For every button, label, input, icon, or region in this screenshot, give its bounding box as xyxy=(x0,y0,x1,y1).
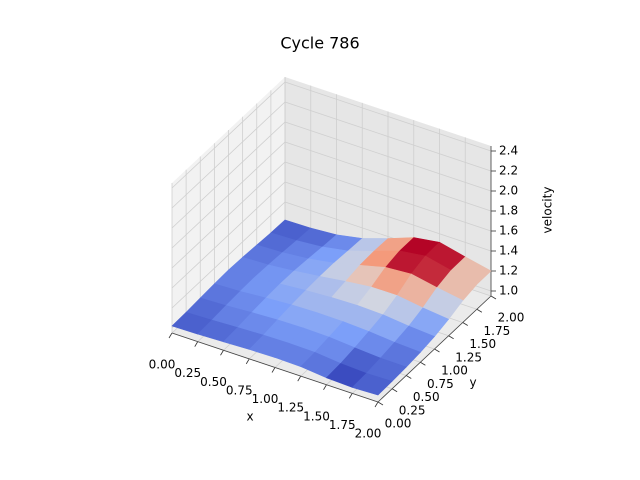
y-tick-label: 0.00 xyxy=(385,417,412,431)
z-tick-label: 1.2 xyxy=(499,264,518,278)
grid-line xyxy=(171,121,286,229)
tick-mark xyxy=(391,388,398,393)
tick-mark xyxy=(377,401,384,406)
z-axis-label: velocity xyxy=(541,187,555,234)
grid-line xyxy=(284,161,492,232)
grid-line xyxy=(171,161,286,269)
tick-mark xyxy=(448,335,454,340)
z-tick-label: 1.4 xyxy=(499,244,518,258)
x-tick-label: 0.00 xyxy=(149,358,176,372)
tick-mark xyxy=(348,393,353,399)
z-tick-label: 1.8 xyxy=(499,204,518,218)
tick-mark xyxy=(434,348,440,353)
y-tick-label: 1.00 xyxy=(441,364,468,378)
grid-line xyxy=(284,101,492,172)
axis-line xyxy=(377,295,492,403)
tick-mark xyxy=(220,350,224,356)
grid-line xyxy=(284,141,492,212)
tick-mark xyxy=(297,375,302,382)
chart-title: Cycle 786 xyxy=(280,34,359,53)
tick-mark xyxy=(476,308,483,313)
z-tick-label: 1.0 xyxy=(499,284,518,298)
x-tick-label: 2.00 xyxy=(355,427,382,441)
tick-mark xyxy=(245,358,250,365)
y-tick-label: 1.25 xyxy=(455,350,482,364)
tick-mark xyxy=(374,401,379,408)
z-tick-label: 1.6 xyxy=(499,224,518,238)
grid-line xyxy=(284,81,492,152)
z-tick-label: 2.0 xyxy=(499,184,518,198)
tick-mark xyxy=(194,341,199,347)
y-tick-label: 1.75 xyxy=(484,324,511,338)
surface-patch xyxy=(351,373,393,396)
x-tick-label: 1.75 xyxy=(329,418,356,432)
grid-line xyxy=(171,141,286,249)
y-tick-label: 0.50 xyxy=(413,390,440,404)
x-tick-label: 0.25 xyxy=(174,366,201,380)
tick-mark xyxy=(323,384,327,390)
y-tick-label: 0.75 xyxy=(427,377,454,391)
tick-mark xyxy=(462,322,468,326)
x-tick-label: 0.75 xyxy=(226,383,253,397)
tick-mark xyxy=(420,361,426,366)
tick-mark xyxy=(168,332,173,339)
grid-line xyxy=(171,201,286,309)
tick-mark xyxy=(271,367,276,373)
y-tick-label: 2.00 xyxy=(498,311,525,325)
grid-line xyxy=(171,81,286,189)
x-tick-label: 0.50 xyxy=(200,375,227,389)
x-axis-label: x xyxy=(246,410,253,424)
y-tick-label: 0.25 xyxy=(399,403,426,417)
z-tick-label: 2.2 xyxy=(499,164,518,178)
y-tick-label: 1.50 xyxy=(469,337,496,351)
grid-line xyxy=(284,121,492,192)
tick-mark xyxy=(406,375,412,379)
grid-line xyxy=(284,181,492,252)
grid-line xyxy=(171,181,286,289)
grid-line xyxy=(171,101,286,209)
x-tick-label: 1.25 xyxy=(277,401,304,415)
tick-mark xyxy=(490,295,497,300)
x-tick-label: 1.50 xyxy=(303,409,330,423)
axis-line xyxy=(171,332,379,403)
z-tick-label: 2.4 xyxy=(499,144,518,158)
x-tick-label: 1.00 xyxy=(252,392,279,406)
y-axis-label: y xyxy=(469,376,476,390)
